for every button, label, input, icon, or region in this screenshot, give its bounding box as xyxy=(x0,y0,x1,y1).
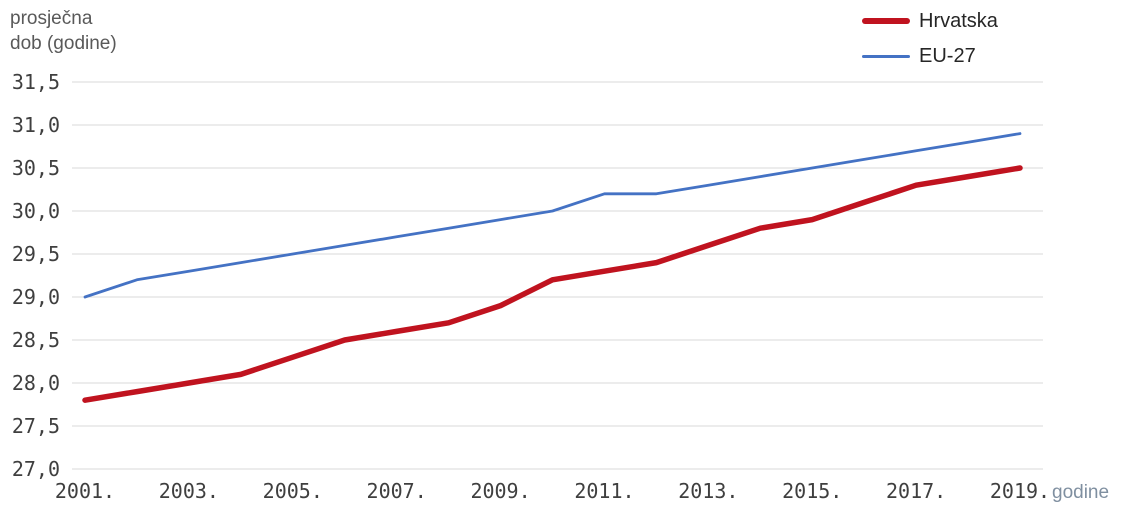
x-tick-label: 2009. xyxy=(470,479,530,503)
eu27-line-swatch xyxy=(862,54,910,58)
x-tick-label: 2017. xyxy=(886,479,946,503)
series-line-eu-27 xyxy=(83,132,1022,299)
y-axis-title-line-2: dob (godine) xyxy=(10,33,117,54)
y-tick-label: 30,0 xyxy=(12,199,60,223)
series-line-hrvatska xyxy=(82,165,1023,403)
y-tick-label: 27,5 xyxy=(12,414,60,438)
y-tick-label: 30,5 xyxy=(12,156,60,180)
x-axis-unit-label: godine xyxy=(1052,482,1109,503)
legend-item-hrvatska: Hrvatska xyxy=(862,8,998,34)
y-tick-label: 28,5 xyxy=(12,328,60,352)
x-tick-label: 2019. xyxy=(990,479,1050,503)
hrvatska-line-swatch xyxy=(862,18,910,24)
x-tick-label: 2013. xyxy=(678,479,738,503)
legend: Hrvatska EU-27 xyxy=(862,8,998,69)
y-tick-label: 29,5 xyxy=(12,242,60,266)
x-tick-label: 2011. xyxy=(574,479,634,503)
y-tick-label: 31,5 xyxy=(12,70,60,94)
legend-label-eu27: EU-27 xyxy=(919,44,976,67)
y-tick-label: 27,0 xyxy=(12,457,60,481)
y-tick-label: 31,0 xyxy=(12,113,60,137)
x-tick-label: 2003. xyxy=(159,479,219,503)
x-tick-label: 2007. xyxy=(367,479,427,503)
x-tick-label: 2015. xyxy=(782,479,842,503)
legend-label-hrvatska: Hrvatska xyxy=(919,9,998,32)
y-tick-label: 28,0 xyxy=(12,371,60,395)
y-axis-title: prosječna dob (godine) xyxy=(10,6,117,56)
y-axis-title-line-1: prosječna xyxy=(10,8,93,29)
legend-item-eu27: EU-27 xyxy=(862,43,998,69)
x-tick-label: 2001. xyxy=(55,479,115,503)
y-tick-label: 29,0 xyxy=(12,285,60,309)
x-tick-label: 2005. xyxy=(263,479,323,503)
